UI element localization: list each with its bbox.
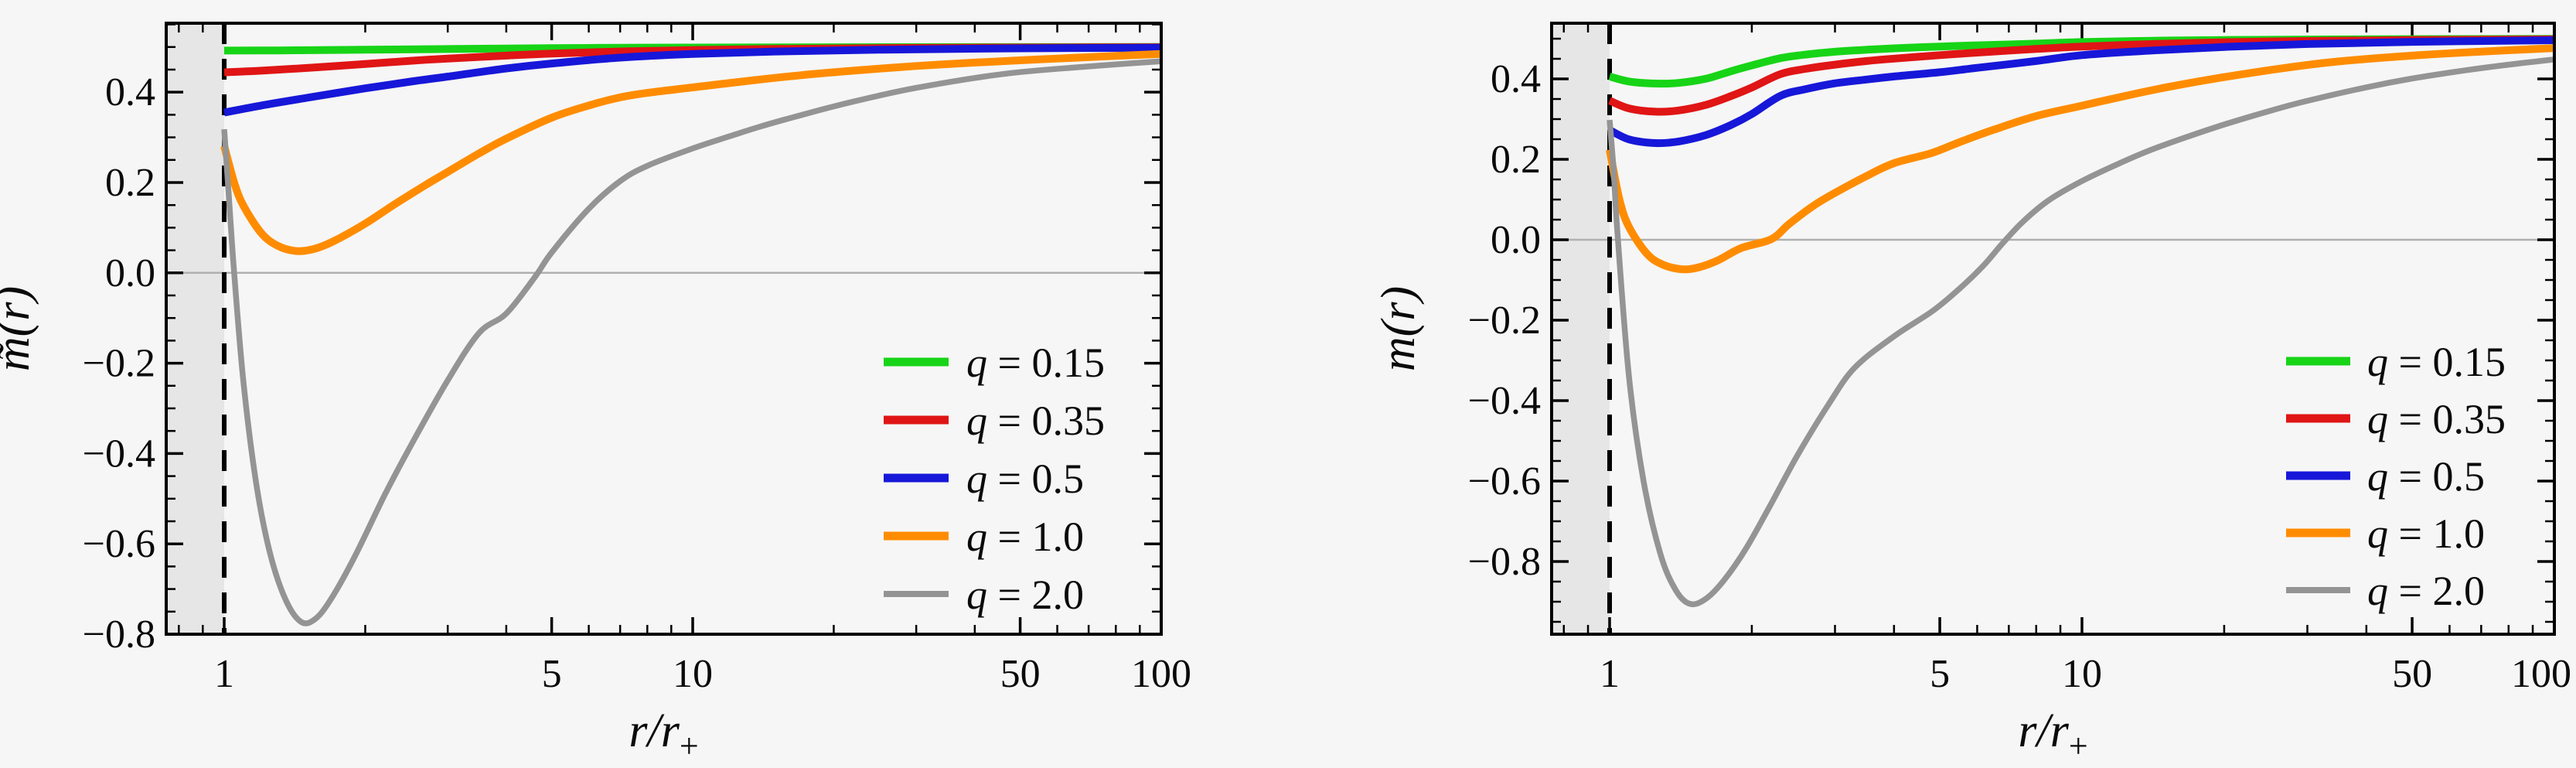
curve-q-2.0 — [1607, 56, 2554, 608]
y-tick-label: 0.4 — [105, 70, 155, 114]
plot-frame — [1550, 22, 2556, 636]
x-tick-label: 50 — [2392, 652, 2432, 696]
y-tick-label: 0.0 — [105, 251, 155, 295]
plot-right: 1 5 10 50 100 0.4 0.2 0.0 −0.2 −0.4 −0.6 −0.8 r/r+ m(… — [1372, 22, 2571, 765]
x-tick-label: 1 — [1600, 652, 1620, 696]
y-tick-label: 0.0 — [1491, 218, 1541, 262]
y-tick-label: −0.6 — [83, 522, 155, 566]
x-axis-label: r/r+ — [2018, 705, 2087, 765]
y-tick-label: 0.4 — [1491, 57, 1541, 101]
y-tick-label: −0.6 — [1468, 459, 1541, 503]
y-tick-label: −0.4 — [83, 432, 155, 476]
legend-label-q-0.35: q = 0.35 — [966, 398, 1105, 444]
legend-label-q-1.0: q = 1.0 — [966, 514, 1084, 560]
x-tick-label: 100 — [1131, 652, 1191, 696]
curves-group — [220, 43, 1161, 626]
plot-frame — [165, 22, 1163, 636]
y-tick-label: −0.2 — [83, 342, 155, 386]
y-axis-label: m(r) — [1372, 286, 1425, 371]
x-tick-label: 10 — [673, 652, 713, 696]
x-tick-label: 5 — [1930, 652, 1950, 696]
x-tick-label: 100 — [2511, 652, 2571, 696]
plot-left: 1 5 10 50 100 0.4 0.2 0.0 −0.2 −0.4 −0.6 −0.8 r/r+ m̃… — [0, 22, 1191, 765]
curve-q-1.0 — [220, 49, 1161, 255]
y-tick-label: 0.2 — [105, 161, 155, 205]
legend-label-q-2.0: q = 2.0 — [2367, 568, 2485, 614]
y-tick-label: −0.8 — [1468, 540, 1541, 584]
legend-label-q-1.0: q = 1.0 — [2367, 510, 2485, 557]
curves-group — [1606, 35, 2554, 608]
legend-label-q-2.0: q = 2.0 — [966, 572, 1084, 618]
x-tick-label: 5 — [542, 652, 562, 696]
curve-q-0.5 — [1607, 36, 2554, 148]
legend-label-q-0.5: q = 0.5 — [2367, 453, 2485, 500]
x-tick-label: 1 — [214, 652, 234, 696]
y-tick-label: −0.2 — [1468, 299, 1541, 343]
y-tick-label: −0.4 — [1468, 379, 1541, 423]
y-tick-label: −0.8 — [83, 613, 155, 657]
legend-label-q-0.15: q = 0.15 — [2367, 339, 2506, 385]
legend-label-q-0.35: q = 0.35 — [2367, 396, 2506, 442]
x-tick-label: 50 — [1000, 652, 1041, 696]
y-tick-label: 0.2 — [1491, 138, 1541, 182]
shaded-region-inside-horizon — [1552, 23, 1610, 634]
curve-q-2.0 — [221, 58, 1161, 626]
curve-q-0.35 — [1608, 35, 2554, 116]
x-axis-label: r/r+ — [629, 705, 698, 765]
y-axis-label: m̃(r) — [0, 286, 39, 371]
legend-label-q-0.5: q = 0.5 — [966, 456, 1084, 502]
curve-q-1.0 — [1606, 44, 2554, 274]
curve-q-0.5 — [223, 43, 1161, 117]
shaded-region-inside-horizon — [166, 23, 225, 634]
legend-label-q-0.15: q = 0.15 — [966, 340, 1105, 386]
x-tick-label: 10 — [2062, 652, 2102, 696]
